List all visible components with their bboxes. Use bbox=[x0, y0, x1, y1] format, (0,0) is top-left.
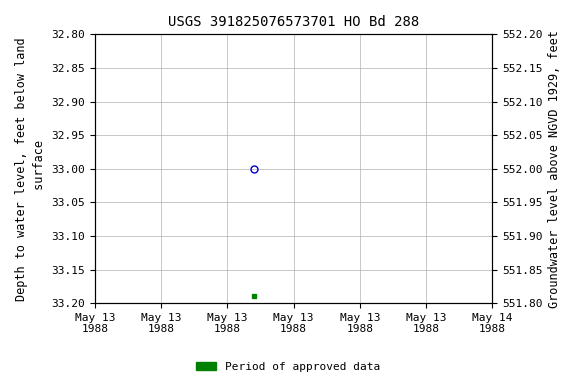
Legend: Period of approved data: Period of approved data bbox=[191, 358, 385, 377]
Title: USGS 391825076573701 HO Bd 288: USGS 391825076573701 HO Bd 288 bbox=[168, 15, 419, 29]
Y-axis label: Depth to water level, feet below land
 surface: Depth to water level, feet below land su… bbox=[15, 37, 46, 301]
Y-axis label: Groundwater level above NGVD 1929, feet: Groundwater level above NGVD 1929, feet bbox=[548, 30, 561, 308]
